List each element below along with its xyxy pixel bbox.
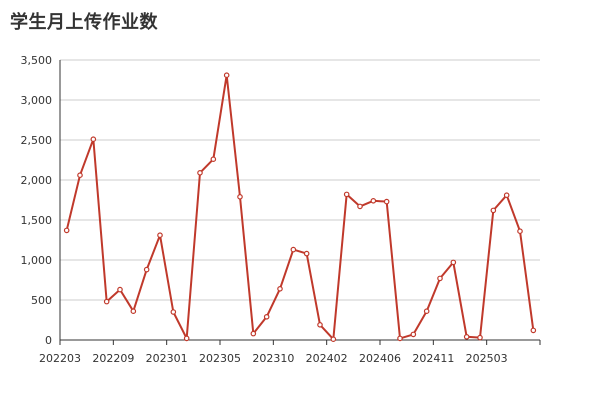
data-point[interactable] — [303, 250, 310, 257]
y-tick-label: 1,500 — [21, 214, 53, 227]
y-tick-label: 500 — [31, 294, 52, 307]
series-line — [65, 74, 535, 341]
data-point[interactable] — [157, 232, 163, 239]
x-axis-tick-labels: 202203 202209 202301 202305 202310 202402 2024… — [39, 352, 508, 365]
x-tick-label: 202203 — [39, 352, 81, 365]
data-point[interactable] — [517, 228, 523, 235]
x-tick-label: 202406 — [359, 352, 401, 365]
data-point[interactable] — [383, 198, 390, 205]
x-tick-label: 202503 — [466, 352, 508, 365]
data-point[interactable] — [237, 194, 243, 200]
data-point[interactable] — [250, 330, 257, 337]
y-tick-label: 1,000 — [21, 254, 53, 267]
data-point[interactable] — [197, 170, 203, 176]
data-point[interactable] — [170, 309, 177, 315]
data-point[interactable] — [263, 313, 270, 320]
data-point[interactable] — [63, 227, 70, 234]
data-point[interactable] — [423, 308, 430, 315]
data-point[interactable] — [463, 333, 470, 340]
y-tick-label: 3,000 — [21, 94, 53, 107]
data-point[interactable] — [103, 298, 110, 305]
y-axis-tick-labels: 0 500 1,000 1,500 2,000 2,500 3,000 3,500 — [21, 54, 53, 347]
data-point[interactable] — [437, 275, 443, 282]
y-tick-label: 0 — [45, 334, 52, 347]
data-point[interactable] — [77, 172, 83, 179]
data-point[interactable] — [90, 136, 97, 143]
x-tick-label: 202310 — [252, 352, 294, 365]
series-layer — [63, 72, 537, 343]
data-point[interactable] — [210, 156, 217, 163]
data-point[interactable] — [397, 335, 403, 342]
y-tick-label: 2,500 — [21, 134, 53, 147]
data-point[interactable] — [343, 191, 350, 198]
data-point[interactable] — [370, 198, 377, 204]
data-point[interactable] — [130, 308, 137, 315]
data-point[interactable] — [290, 246, 297, 253]
x-tick-label: 202411 — [412, 352, 454, 365]
x-tick-label: 202402 — [306, 352, 348, 365]
data-point[interactable] — [223, 72, 230, 79]
data-point[interactable] — [317, 321, 323, 328]
x-tick-label: 202301 — [146, 352, 188, 365]
data-point[interactable] — [503, 192, 510, 199]
x-tick-label: 202209 — [92, 352, 134, 365]
data-point[interactable] — [530, 327, 537, 334]
y-tick-label: 3,500 — [21, 54, 53, 67]
chart-title: 学生月上传作业数 — [10, 12, 158, 33]
data-point[interactable] — [477, 334, 483, 341]
x-tick-label: 202305 — [199, 352, 241, 365]
axes — [59, 60, 541, 345]
data-point[interactable] — [183, 335, 190, 342]
data-point[interactable] — [117, 286, 123, 293]
data-point[interactable] — [410, 331, 417, 338]
data-point[interactable] — [277, 285, 283, 292]
grid-lines — [60, 59, 540, 301]
y-tick-label: 2,000 — [21, 174, 53, 187]
data-point[interactable] — [490, 207, 497, 214]
data-point[interactable] — [330, 336, 337, 343]
data-point[interactable] — [357, 203, 363, 210]
data-point[interactable] — [143, 266, 150, 273]
data-point[interactable] — [450, 259, 457, 266]
